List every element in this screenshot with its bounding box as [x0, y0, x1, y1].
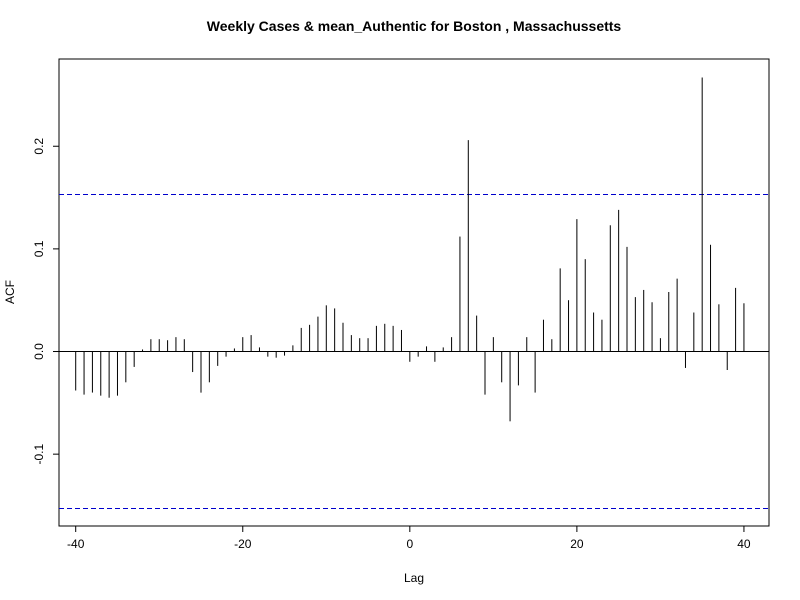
y-tick-label: 0.0	[32, 343, 46, 360]
x-tick-label: 0	[406, 537, 413, 551]
x-tick-label: -20	[234, 537, 252, 551]
confidence-bounds	[59, 193, 769, 510]
acf-bars	[75, 77, 745, 422]
x-axis-label: Lag	[404, 571, 424, 585]
x-tick-label: 20	[570, 537, 584, 551]
y-axis: -0.1 0.0 0.1 0.2	[32, 138, 59, 464]
y-axis-label: ACF	[3, 280, 17, 304]
x-axis: -40 -20 0 20 40	[67, 526, 751, 551]
plot-frame	[58, 58, 770, 527]
x-tick-label: -40	[67, 537, 85, 551]
x-tick-label: 40	[737, 537, 751, 551]
y-tick-label: -0.1	[32, 443, 46, 464]
chart-title: Weekly Cases & mean_Authentic for Boston…	[207, 18, 622, 34]
y-tick-label: 0.2	[32, 138, 46, 155]
y-tick-label: 0.1	[32, 240, 46, 257]
